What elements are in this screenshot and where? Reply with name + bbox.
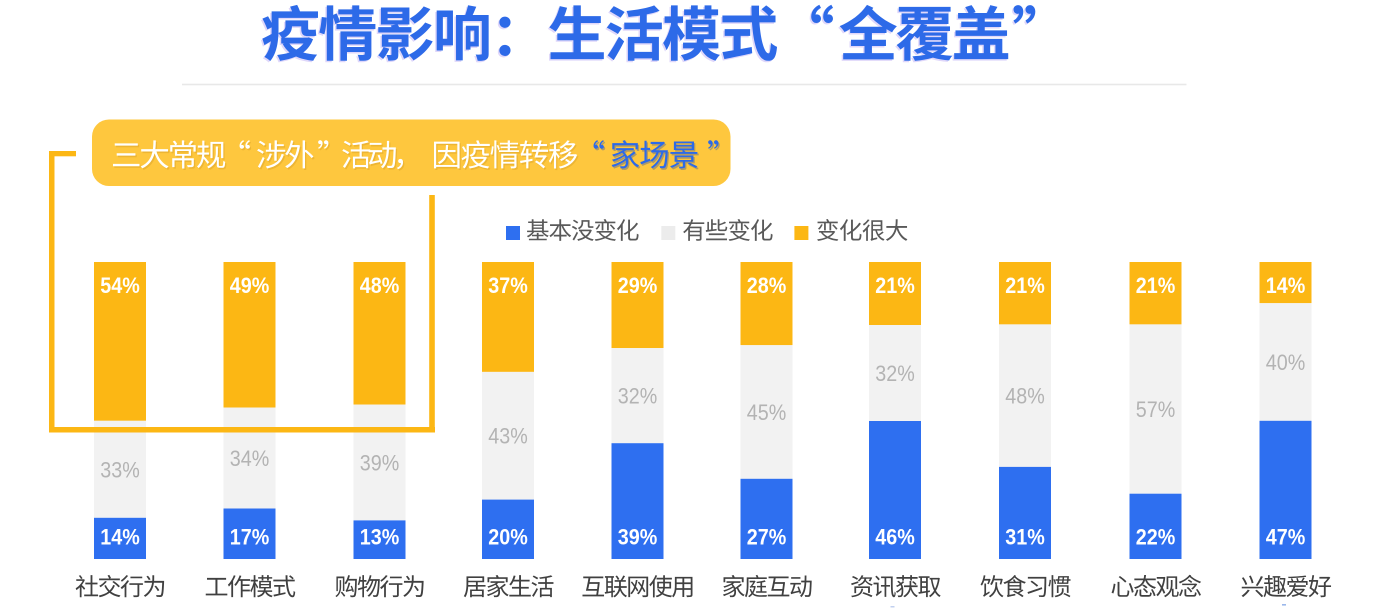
svg-text:54%: 54% xyxy=(100,273,140,298)
svg-text:46%: 46% xyxy=(875,524,915,549)
svg-text:21%: 21% xyxy=(1136,273,1176,298)
svg-text:28%: 28% xyxy=(747,273,787,298)
svg-text:14%: 14% xyxy=(1266,273,1306,298)
svg-text:40%: 40% xyxy=(1266,350,1306,375)
svg-text:47%: 47% xyxy=(1266,524,1306,549)
svg-text:21%: 21% xyxy=(1005,273,1045,298)
svg-text:29%: 29% xyxy=(618,273,658,298)
svg-text:49%: 49% xyxy=(230,273,270,298)
svg-text:57%: 57% xyxy=(1136,397,1176,422)
svg-text:13%: 13% xyxy=(360,524,400,549)
svg-text:32%: 32% xyxy=(875,361,915,386)
svg-text:32%: 32% xyxy=(618,384,658,409)
svg-text:27%: 27% xyxy=(747,524,787,549)
svg-text:33%: 33% xyxy=(100,457,140,482)
svg-text:39%: 39% xyxy=(360,451,400,476)
svg-text:14%: 14% xyxy=(100,524,140,549)
svg-text:22%: 22% xyxy=(1136,524,1176,549)
svg-text:31%: 31% xyxy=(1005,524,1045,549)
svg-text:39%: 39% xyxy=(618,524,658,549)
svg-text:34%: 34% xyxy=(230,446,270,471)
svg-text:21%: 21% xyxy=(875,273,915,298)
svg-text:48%: 48% xyxy=(360,273,400,298)
svg-text:20%: 20% xyxy=(488,524,528,549)
svg-text:45%: 45% xyxy=(747,400,787,425)
svg-text:37%: 37% xyxy=(488,273,528,298)
svg-text:48%: 48% xyxy=(1005,384,1045,409)
svg-text:17%: 17% xyxy=(230,524,270,549)
svg-text:43%: 43% xyxy=(488,424,528,449)
